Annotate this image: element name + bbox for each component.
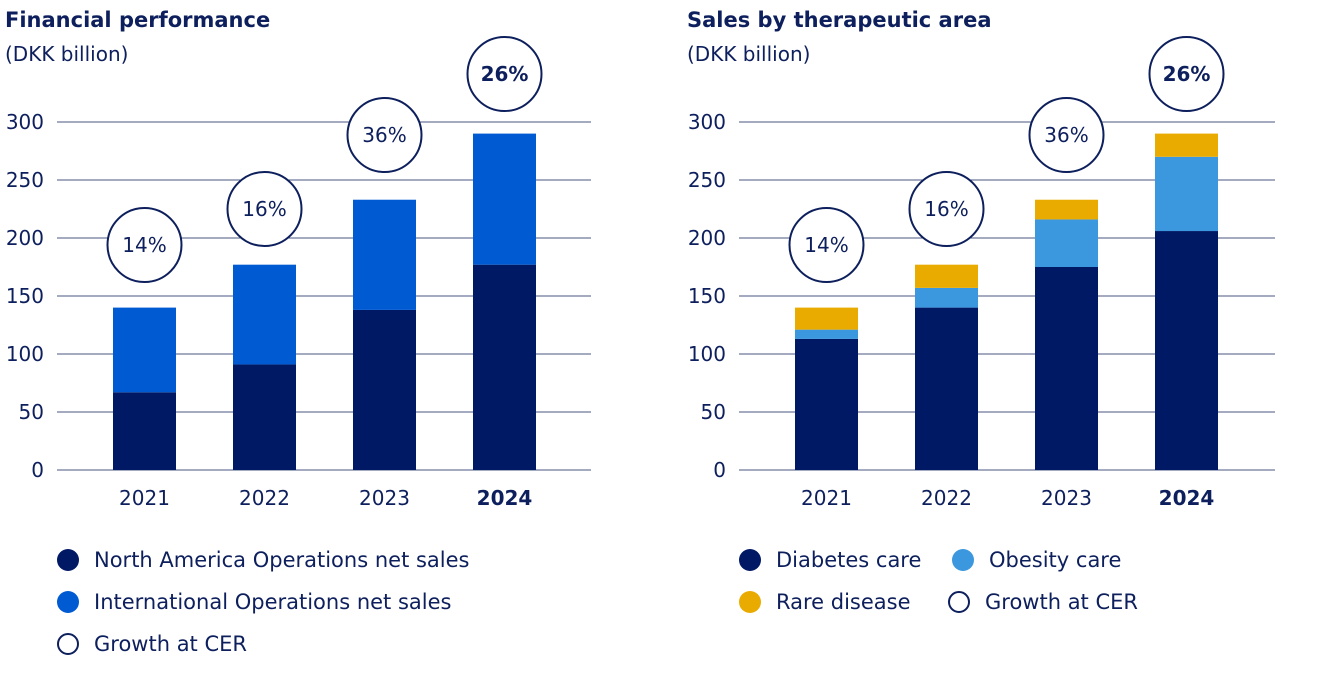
y-tick-label-300: 300 [6, 110, 44, 134]
growth-circle-2022 [908, 171, 985, 247]
x-tick-label-2023: 2023 [359, 486, 410, 510]
chart-subtitle: (DKK billion) [687, 42, 811, 66]
y-tick-label-150: 150 [6, 284, 44, 308]
growth-label-2024: 26% [481, 62, 529, 86]
legend-item-north-america: North America Operations net sales [57, 548, 469, 572]
growth-label-2023: 36% [1044, 123, 1088, 147]
y-tick-label-250: 250 [6, 168, 44, 192]
legend-item-rare-disease: Rare disease [739, 590, 911, 614]
legend-swatch-gold [739, 591, 761, 613]
growth-circle-2021 [106, 207, 183, 283]
y-tick-label-100: 100 [6, 342, 44, 366]
x-tick-label-2022: 2022 [239, 486, 290, 510]
growth-circle-2021 [788, 207, 865, 283]
bar-obesity-care-2024 [1155, 156, 1218, 232]
legend-swatch-blue [57, 591, 79, 613]
y-tick-label-50: 50 [701, 400, 726, 424]
chart-title: Sales by therapeutic area [687, 8, 992, 32]
x-tick-label-2021: 2021 [801, 486, 852, 510]
bar-international-operations-net-sales-2022 [233, 264, 296, 365]
growth-label-2021: 14% [804, 233, 848, 257]
x-tick-label-2021: 2021 [119, 486, 170, 510]
bar-obesity-care-2021 [795, 329, 858, 339]
legend-item-growth: Growth at CER [948, 590, 1138, 614]
growth-circle-2023 [1028, 97, 1105, 173]
bar-north-america-operations-net-sales-2021 [113, 392, 176, 470]
legend-item-growth: Growth at CER [57, 632, 247, 656]
bar-obesity-care-2022 [915, 287, 978, 308]
y-tick-label-150: 150 [688, 284, 726, 308]
x-tick-label-2023: 2023 [1041, 486, 1092, 510]
growth-circle-2022 [226, 171, 303, 247]
bar-international-operations-net-sales-2024 [473, 133, 536, 265]
growth-circle-2023 [346, 97, 423, 173]
bar-international-operations-net-sales-2021 [113, 307, 176, 393]
legend-label: Rare disease [776, 590, 911, 614]
legend-label: Growth at CER [94, 632, 247, 656]
y-tick-label-0: 0 [31, 458, 44, 482]
y-tick-label-50: 50 [19, 400, 44, 424]
legend-item-diabetes: Diabetes care [739, 548, 921, 572]
legend-label: Growth at CER [985, 590, 1138, 614]
y-tick-label-200: 200 [688, 226, 726, 250]
bar-north-america-operations-net-sales-2024 [473, 264, 536, 470]
legend-swatch-ring [57, 633, 79, 655]
legend-swatch-navy [57, 549, 79, 571]
bar-diabetes-care-2023 [1035, 267, 1098, 470]
growth-label-2024: 26% [1163, 62, 1211, 86]
sales-by-therapeutic-area-chart: 0 50 100 150 200 250 300 2021 2022 2023 2024 14% 16%… [688, 36, 1275, 510]
x-tick-label-2022: 2022 [921, 486, 972, 510]
y-tick-label-200: 200 [6, 226, 44, 250]
x-tick-label-2024: 2024 [1159, 486, 1215, 510]
legend-label: International Operations net sales [94, 590, 452, 614]
bar-diabetes-care-2022 [915, 307, 978, 470]
sales-by-therapeutic-area-panel: Sales by therapeutic area (DKK billion) … [682, 0, 1324, 697]
legend-swatch-navy [739, 549, 761, 571]
growth-label-2023: 36% [362, 123, 406, 147]
chart-subtitle: (DKK billion) [5, 42, 129, 66]
bar-diabetes-care-2021 [795, 338, 858, 470]
y-tick-label-0: 0 [713, 458, 726, 482]
legend-swatch-light-blue [952, 549, 974, 571]
bar-obesity-care-2023 [1035, 219, 1098, 267]
legend-item-obesity: Obesity care [952, 548, 1121, 572]
bar-rare-disease-2021 [795, 307, 858, 330]
growth-circle-2024 [466, 36, 543, 112]
x-tick-label-2024: 2024 [477, 486, 533, 510]
financial-performance-panel: Financial performance (DKK billion) 0 50 1… [0, 0, 660, 697]
bar-north-america-operations-net-sales-2022 [233, 364, 296, 470]
bar-rare-disease-2023 [1035, 199, 1098, 220]
legend-label: North America Operations net sales [94, 548, 470, 572]
legend-label: Obesity care [989, 548, 1122, 572]
legend-label: Diabetes care [776, 548, 922, 572]
financial-performance-chart: 0 50 100 150 200 250 300 2021 2022 2023 2024 14% 16%… [6, 36, 591, 510]
growth-label-2022: 16% [924, 197, 968, 221]
legend-item-international: International Operations net sales [57, 590, 451, 614]
growth-label-2022: 16% [242, 197, 286, 221]
growth-label-2021: 14% [122, 233, 166, 257]
growth-circle-2024 [1148, 36, 1225, 112]
bar-rare-disease-2024 [1155, 133, 1218, 157]
legend-swatch-ring [948, 591, 970, 613]
bar-international-operations-net-sales-2023 [353, 199, 416, 310]
y-tick-label-100: 100 [688, 342, 726, 366]
chart-title: Financial performance [5, 8, 271, 32]
y-tick-label-250: 250 [688, 168, 726, 192]
bar-diabetes-care-2024 [1155, 231, 1218, 470]
bar-rare-disease-2022 [915, 264, 978, 288]
y-tick-label-300: 300 [688, 110, 726, 134]
bar-north-america-operations-net-sales-2023 [353, 309, 416, 470]
